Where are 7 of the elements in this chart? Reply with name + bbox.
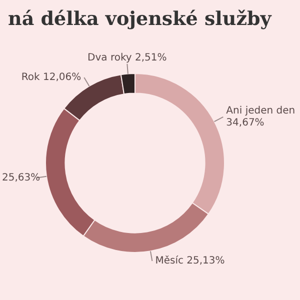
slice-label: Ani jeden den xyxy=(226,106,296,117)
chart-title: ná délka vojenské služby xyxy=(7,7,273,30)
data-label: 25,63% xyxy=(2,172,40,184)
slice-label: Dva roky 2,51% xyxy=(88,52,167,64)
slice-label: Rok 12,06% xyxy=(21,72,82,84)
data-label: 34,67% xyxy=(226,118,264,129)
slice-label: Měsíc 25,13% xyxy=(155,256,225,267)
